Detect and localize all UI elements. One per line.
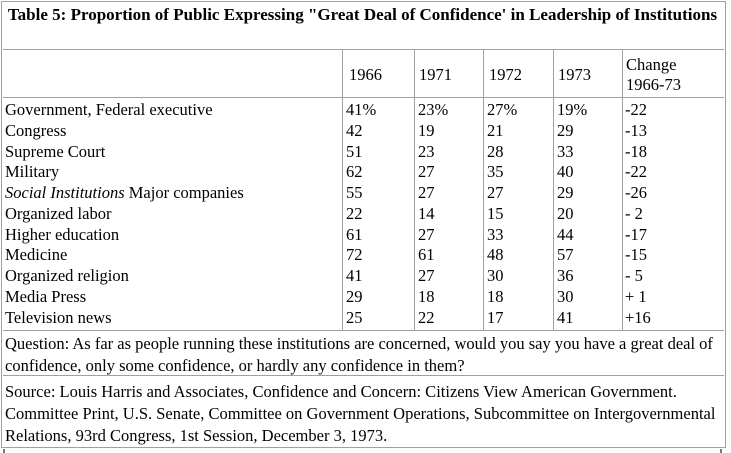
row-label: Social Institutions Major companies	[5, 183, 244, 204]
cell-1971: 22	[418, 307, 435, 327]
cell-1973: 44	[557, 224, 574, 244]
cell-1966: 55	[346, 183, 363, 202]
col-rule-1966	[342, 50, 343, 330]
cell-1972: 27	[487, 183, 504, 202]
cell-1966: 29	[346, 286, 363, 306]
cell-change: -22	[625, 100, 647, 119]
col-rule-change	[622, 50, 623, 330]
cell-1972: 15	[487, 203, 504, 223]
row-label: Medicine	[5, 245, 68, 265]
cell-1972: 33	[487, 224, 504, 244]
col-rule-1972	[483, 50, 484, 330]
cell-change: - 5	[625, 266, 643, 285]
cell-1966: 25	[346, 307, 363, 327]
cell-1966: 41%	[346, 100, 377, 119]
cell-change: -13	[625, 120, 647, 140]
cell-change: -18	[625, 141, 647, 161]
cell-1973: 57	[557, 245, 574, 265]
col-rule-1973	[553, 50, 554, 330]
cell-1973: 33	[557, 141, 574, 161]
cell-1971: 27	[418, 183, 435, 202]
header-change-line1: Change	[626, 55, 677, 74]
bottom-mark-right	[720, 449, 722, 453]
question-note: Question: As far as people running these…	[5, 334, 713, 375]
cell-1966: 62	[346, 162, 363, 182]
header-1973: 1973	[558, 65, 591, 84]
row-label: Congress	[5, 120, 67, 140]
col-rule-1971	[414, 50, 415, 330]
header-change-line2: 1966-73	[626, 75, 681, 94]
cell-1971: 23	[418, 141, 435, 161]
cell-1973: 40	[557, 162, 574, 182]
cell-1971: 27	[418, 266, 435, 285]
row-label: Military	[5, 162, 60, 182]
cell-1966: 61	[346, 224, 363, 244]
row-label: Organized labor	[5, 203, 112, 223]
cell-change: -17	[625, 224, 647, 244]
row-label-italic: Social Institutions	[5, 183, 125, 202]
cell-1971: 14	[418, 203, 435, 223]
cell-change: -26	[625, 183, 647, 202]
cell-1971: 19	[418, 120, 435, 140]
source-note: Source: Louis Harris and Associates, Con…	[5, 382, 716, 445]
row-label: Higher education	[5, 224, 120, 244]
row-label: Television news	[5, 307, 112, 327]
rule-under-header	[3, 97, 724, 98]
table-frame	[1, 1, 726, 448]
row-label: Organized religion	[5, 266, 129, 285]
cell-1966: 42	[346, 120, 363, 140]
rule-under-data	[3, 330, 724, 331]
cell-1971: 18	[418, 286, 435, 306]
cell-1973: 29	[557, 183, 574, 202]
cell-1972: 21	[487, 120, 504, 140]
cell-1971: 27	[418, 224, 435, 244]
cell-1972: 27%	[487, 100, 518, 119]
cell-1973: 36	[557, 266, 574, 285]
cell-change: -15	[625, 245, 647, 265]
row-label: Media Press	[5, 286, 87, 306]
cell-1972: 30	[487, 266, 504, 285]
cell-1973: 41	[557, 307, 574, 327]
cell-1972: 18	[487, 286, 504, 306]
cell-1973: 29	[557, 120, 574, 140]
cell-1973: 20	[557, 203, 574, 223]
cell-change: + 1	[625, 286, 647, 306]
cell-change: - 2	[625, 203, 643, 223]
cell-change: -22	[625, 162, 647, 182]
rule-under-question	[3, 375, 724, 376]
cell-1972: 28	[487, 141, 504, 161]
cell-1973: 19%	[557, 100, 588, 119]
cell-1972: 48	[487, 245, 504, 265]
cell-1966: 41	[346, 266, 363, 285]
table-title: Table 5: Proportion of Public Expressing…	[7, 5, 718, 24]
cell-1972: 17	[487, 307, 504, 327]
cell-1966: 22	[346, 203, 363, 223]
cell-1971: 23%	[418, 100, 449, 119]
header-1971: 1971	[419, 65, 452, 84]
cell-1966: 51	[346, 141, 363, 161]
header-1972: 1972	[489, 65, 522, 84]
cell-change: +16	[625, 307, 651, 327]
cell-1971: 61	[418, 245, 435, 265]
cell-1971: 27	[418, 162, 435, 182]
cell-1973: 30	[557, 286, 574, 306]
bottom-mark-left	[3, 449, 5, 453]
header-1966: 1966	[349, 65, 382, 84]
row-label: Government, Federal executive	[5, 100, 213, 119]
row-label-text: Major companies	[124, 183, 244, 202]
cell-1972: 35	[487, 162, 504, 182]
cell-1966: 72	[346, 245, 363, 265]
row-label: Supreme Court	[5, 141, 106, 161]
rule-under-title	[3, 49, 724, 50]
